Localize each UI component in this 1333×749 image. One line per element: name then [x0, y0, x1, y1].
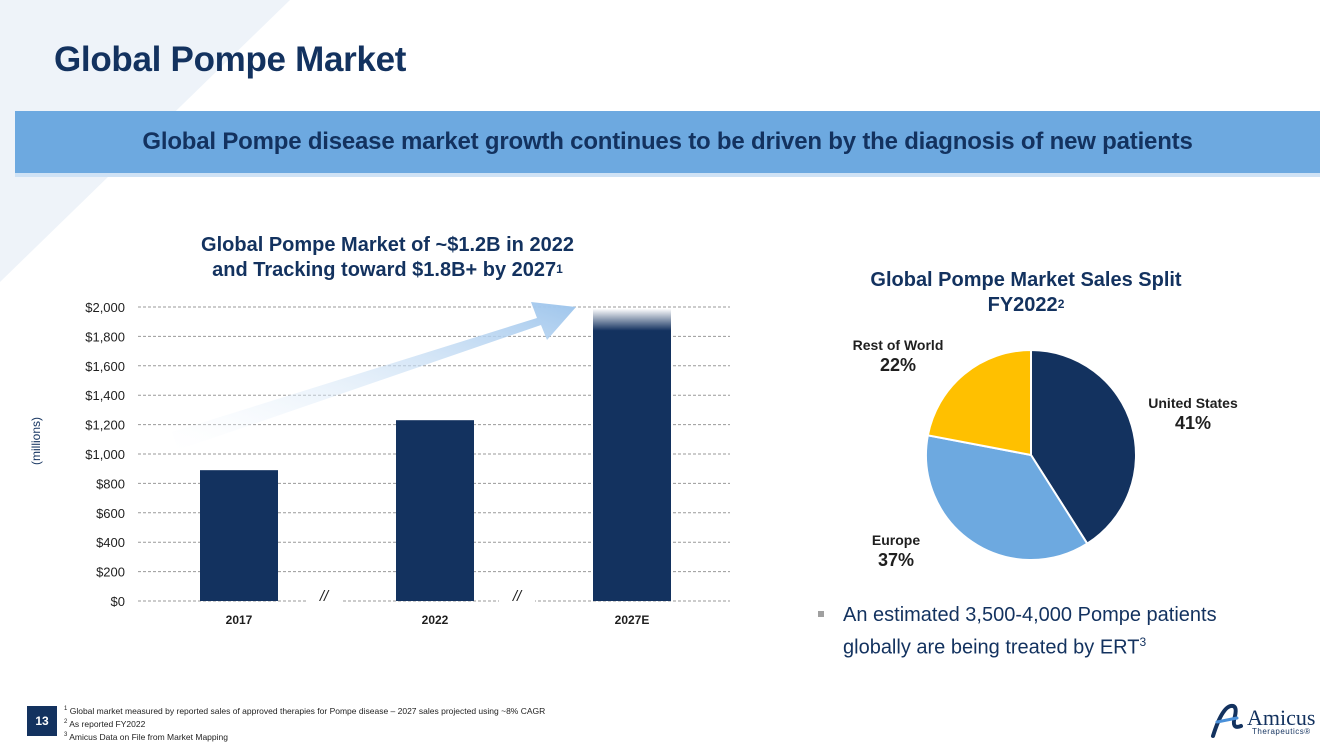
- y-tick-label: $2,000: [85, 300, 125, 315]
- footnotes: 1 Global market measured by reported sal…: [64, 704, 545, 742]
- y-tick-label: $0: [111, 594, 125, 609]
- bar-fade-top: [593, 308, 671, 331]
- amicus-logo-icon: [1211, 703, 1243, 738]
- pie-label-rest-of-world: Rest of World 22%: [852, 337, 944, 375]
- bullet-point: An estimated 3,500-4,000 Pompe patients …: [818, 602, 1278, 662]
- y-tick-label: $1,000: [85, 447, 125, 462]
- axis-break-mark: //: [319, 588, 330, 605]
- amicus-logo: Amicus Therapeutics®: [1207, 700, 1319, 740]
- page-number: 13: [27, 706, 57, 736]
- y-tick-label: $400: [96, 535, 125, 550]
- y-tick-label: $600: [96, 506, 125, 521]
- y-tick-label: $200: [96, 565, 125, 580]
- bar-chart-title: Global Pompe Market of ~$1.2B in 2022 an…: [201, 234, 574, 281]
- x-tick-label: 2027E: [615, 613, 650, 627]
- bar-2027E: [593, 321, 671, 601]
- footnote-2: 2 As reported FY2022: [64, 718, 146, 729]
- axis-break-mark: //: [512, 588, 523, 605]
- x-tick-label: 2022: [422, 613, 449, 627]
- y-tick-label: $1,600: [85, 359, 125, 374]
- axis-break-gap: [306, 594, 342, 608]
- y-tick-label: $1,800: [85, 329, 125, 344]
- page-title: Global Pompe Market: [54, 40, 407, 79]
- growth-arrow: [172, 302, 576, 450]
- y-tick-label: $1,200: [85, 418, 125, 433]
- x-tick-label: 2017: [226, 613, 253, 627]
- banner-text: Global Pompe disease market growth conti…: [142, 128, 1193, 155]
- pie-label-united-states: United States 41%: [1148, 395, 1238, 433]
- footnote-1: 1 Global market measured by reported sal…: [64, 705, 546, 716]
- bullet-marker: [818, 611, 824, 617]
- y-tick-label: $1,400: [85, 388, 125, 403]
- axis-break-gap: [499, 594, 535, 608]
- bar-2022: [396, 420, 474, 601]
- bar-2017: [200, 470, 278, 601]
- pie-chart-title: Global Pompe Market Sales Split FY20222: [870, 269, 1182, 316]
- pie-label-europe: Europe 37%: [871, 532, 921, 570]
- headline-banner: Global Pompe disease market growth conti…: [15, 111, 1320, 177]
- footnote-3: 3 Amicus Data on File from Market Mappin…: [64, 731, 228, 742]
- y-tick-label: $800: [96, 476, 125, 491]
